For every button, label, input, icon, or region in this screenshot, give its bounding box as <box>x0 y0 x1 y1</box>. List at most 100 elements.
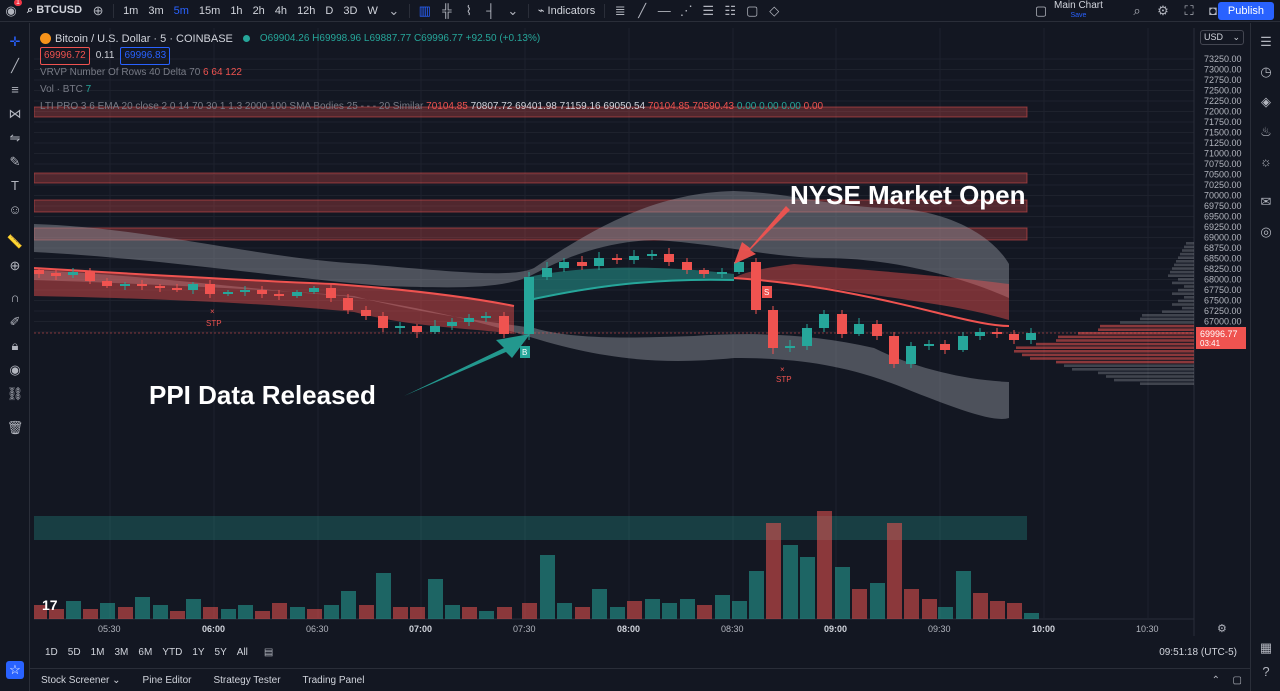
drawing-toolbar: ✛ ╱ ≡ ⋈ ⇋ ✎ T ☺ 📏 ⊕ ∩ ✐ 🔒︎ ◉ ⛓ 🗑︎ ☆ <box>0 23 30 691</box>
streams-icon[interactable]: ◎ <box>1260 224 1272 239</box>
fib-icon[interactable]: ≣ <box>614 2 626 18</box>
tf-2h[interactable]: 2h <box>252 4 265 17</box>
lock-icon[interactable]: 🔒︎ <box>11 338 19 353</box>
link-icon[interactable]: ⛓ <box>6 386 24 401</box>
range-all[interactable]: All <box>236 646 248 658</box>
collapse-panel-icon[interactable]: ⌃ <box>1211 674 1220 686</box>
indicators-button[interactable]: ⌁ Indicators <box>537 5 596 17</box>
tf-3m[interactable]: 3m <box>148 4 164 17</box>
chevron-down-icon[interactable]: ⌄ <box>388 2 400 18</box>
fullscreen-rect-icon[interactable]: ▢ <box>1034 3 1048 18</box>
symbol-title[interactable]: Bitcoin / U.S. Dollar · 5 · COINBASE <box>55 32 233 45</box>
tf-3d[interactable]: 3D <box>343 4 358 17</box>
pattern-icon[interactable]: ◇ <box>769 2 780 18</box>
text-tool-icon[interactable]: T <box>11 178 19 193</box>
line-chart-icon[interactable]: ⌇ <box>465 2 472 18</box>
zoom-in-icon[interactable]: ⊕ <box>9 258 21 273</box>
quick-search-icon[interactable]: ⌕ <box>1133 3 1141 18</box>
crosshair-icon[interactable]: ✛ <box>9 34 21 49</box>
volume-profile-row <box>1178 256 1194 259</box>
range-3m[interactable]: 3M <box>114 646 129 658</box>
tf-5m[interactable]: 5m <box>173 4 189 17</box>
gann-icon[interactable]: ☰ <box>702 2 715 18</box>
symbol-search[interactable]: ⌕ BTCUSD <box>27 4 83 16</box>
compare-add-icon[interactable]: ⊕ <box>92 2 104 18</box>
trash-icon[interactable]: 🗑︎ <box>6 420 24 435</box>
lti-value: 70104.85 <box>647 100 690 112</box>
tf-w[interactable]: W <box>367 4 378 17</box>
tab-trading-panel[interactable]: Trading Panel <box>302 674 365 686</box>
bars-style-icon[interactable]: ▥ <box>418 2 431 18</box>
volume-label[interactable]: Vol · BTC <box>40 83 83 95</box>
buy-price-button[interactable]: 69996.83 <box>120 46 171 65</box>
ohlc-change: +92.50 (+0.13%) <box>465 32 541 44</box>
tf-d[interactable]: D <box>325 4 334 17</box>
tf-1m[interactable]: 1m <box>123 4 139 17</box>
range-1d[interactable]: 1D <box>45 646 58 658</box>
publish-button[interactable]: Publish <box>1217 2 1274 20</box>
alerts-clock-icon[interactable]: ◷ <box>1260 64 1272 79</box>
range-5d[interactable]: 5D <box>67 646 81 658</box>
candle-body <box>992 332 1002 334</box>
trendline-tool-icon[interactable]: ╱ <box>11 58 19 73</box>
volume-bar <box>680 599 695 619</box>
range-6m[interactable]: 6M <box>138 646 153 658</box>
goto-settings-icon[interactable]: ⚙ <box>1217 623 1227 635</box>
calendar-icon[interactable]: ▦ <box>1259 640 1273 655</box>
help-icon[interactable]: ? <box>1262 664 1270 679</box>
candles-icon[interactable]: ╬ <box>442 3 452 18</box>
fib-tool-icon[interactable]: ≡ <box>11 82 19 97</box>
tab-stock-screener[interactable]: Stock Screener ⌄ <box>41 674 121 686</box>
volume-bar <box>557 603 572 619</box>
user-avatar-icon[interactable]: ◉ 1 <box>5 0 22 18</box>
horizontal-ray-icon[interactable]: — <box>657 3 671 18</box>
tf-15m[interactable]: 15m <box>198 4 221 17</box>
camera-icon[interactable]: ◘ <box>1209 3 1217 18</box>
goto-date-icon[interactable]: ▤ <box>263 646 274 658</box>
tf-12h[interactable]: 12h <box>297 4 316 17</box>
path-icon[interactable]: ⋰ <box>679 2 693 18</box>
currency-select[interactable]: USD ⌄ <box>1200 30 1244 45</box>
rectangle-icon[interactable]: ▢ <box>746 2 759 18</box>
ruler-icon[interactable]: 📏 <box>6 234 24 249</box>
tf-1h[interactable]: 1h <box>230 4 243 17</box>
lti-label[interactable]: LTI PRO 3 6 EMA 20 close 2 0 14 70 30 1 … <box>40 100 424 112</box>
fullscreen-icon[interactable]: ⛶ <box>1184 3 1194 18</box>
range-1y[interactable]: 1Y <box>192 646 205 658</box>
maximize-panel-icon[interactable]: ▢ <box>1232 674 1242 686</box>
range-ytd[interactable]: YTD <box>162 646 183 658</box>
range-1m[interactable]: 1M <box>90 646 105 658</box>
emoji-tool-icon[interactable]: ☺ <box>8 202 22 217</box>
ideas-bulb-icon[interactable]: ☼ <box>1260 154 1272 169</box>
sell-price-button[interactable]: 69996.72 <box>40 46 90 65</box>
eye-icon[interactable]: ◉ <box>9 362 21 377</box>
settings-gear-icon[interactable]: ⚙ <box>1157 3 1169 18</box>
candle-body <box>682 262 692 270</box>
hotlist-fire-icon[interactable]: ♨ <box>1260 124 1272 139</box>
layout-menu[interactable]: Main Chart Save <box>1054 0 1103 20</box>
chat-icon[interactable]: ✉ <box>1260 194 1272 209</box>
clock[interactable]: 09:51:18 (UTC-5) <box>1159 646 1237 658</box>
forecast-tool-icon[interactable]: ⇋ <box>9 130 21 145</box>
watchlist-icon[interactable]: ☰ <box>1260 34 1272 49</box>
candle-body <box>292 292 302 296</box>
favorites-star-icon[interactable]: ☆ <box>6 661 24 679</box>
brush-tool-icon[interactable]: ✎ <box>9 154 21 169</box>
vrvp-label[interactable]: VRVP Number Of Rows 40 Delta 70 <box>40 66 201 78</box>
ema-line <box>34 267 515 307</box>
tab-strategy-tester[interactable]: Strategy Tester <box>213 674 281 686</box>
pattern-tool-icon[interactable]: ⋈ <box>8 106 22 121</box>
chevron-down-icon[interactable]: ⌄ <box>507 2 519 18</box>
volume-profile-row <box>1168 274 1194 277</box>
candle-body <box>819 314 829 328</box>
range-5y[interactable]: 5Y <box>214 646 227 658</box>
tf-4h[interactable]: 4h <box>274 4 288 17</box>
layers-icon[interactable]: ◈ <box>1261 94 1271 109</box>
stay-drawing-icon[interactable]: ✐ <box>9 314 21 329</box>
magnet-icon[interactable]: ∩ <box>10 290 20 305</box>
fib-retracement-icon[interactable]: ☷ <box>724 2 737 18</box>
trendline-icon[interactable]: ╱ <box>638 2 647 18</box>
tab-pine-editor[interactable]: Pine Editor <box>142 674 192 686</box>
ohlc-bars-icon[interactable]: ┤ <box>486 3 496 18</box>
